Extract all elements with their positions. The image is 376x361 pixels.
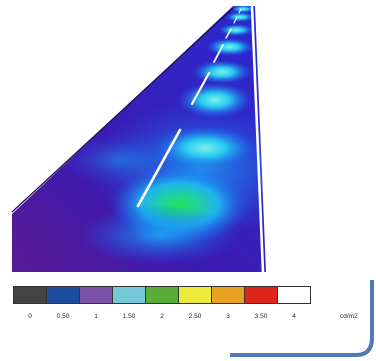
legend-tick-label: 1 [94, 313, 98, 320]
legend-tick-label: 0.50 [56, 313, 70, 320]
legend-tick-label: 1.50 [122, 313, 136, 320]
legend-swatch [145, 286, 179, 304]
legend-swatch [112, 286, 146, 304]
legend-tick-label: 2.50 [188, 313, 202, 320]
center-dashes [136, 8, 242, 208]
legend-swatch [79, 286, 113, 304]
legend-swatch [178, 286, 212, 304]
legend-tick-label: 4 [292, 313, 296, 320]
legend-swatch [277, 286, 311, 304]
right-edge-line [250, 5, 265, 273]
color-scale-legend [13, 286, 311, 304]
legend-swatch [211, 286, 245, 304]
legend-unit-label: cd/m2 [340, 313, 358, 320]
decorative-corner-arc [230, 280, 374, 357]
legend-tick-label: 3 [226, 313, 230, 320]
left-edge-line [9, 3, 233, 206]
legend-tick-labels: 0 0.50 1 1.50 2 2.50 3 3.50 4 [0, 313, 376, 325]
legend-tick-label: 0 [28, 313, 32, 320]
legend-swatch [244, 286, 278, 304]
legend-tick-label: 2 [160, 313, 164, 320]
legend-swatch [46, 286, 80, 304]
legend-swatch [13, 286, 47, 304]
legend-tick-label: 3.50 [254, 313, 268, 320]
